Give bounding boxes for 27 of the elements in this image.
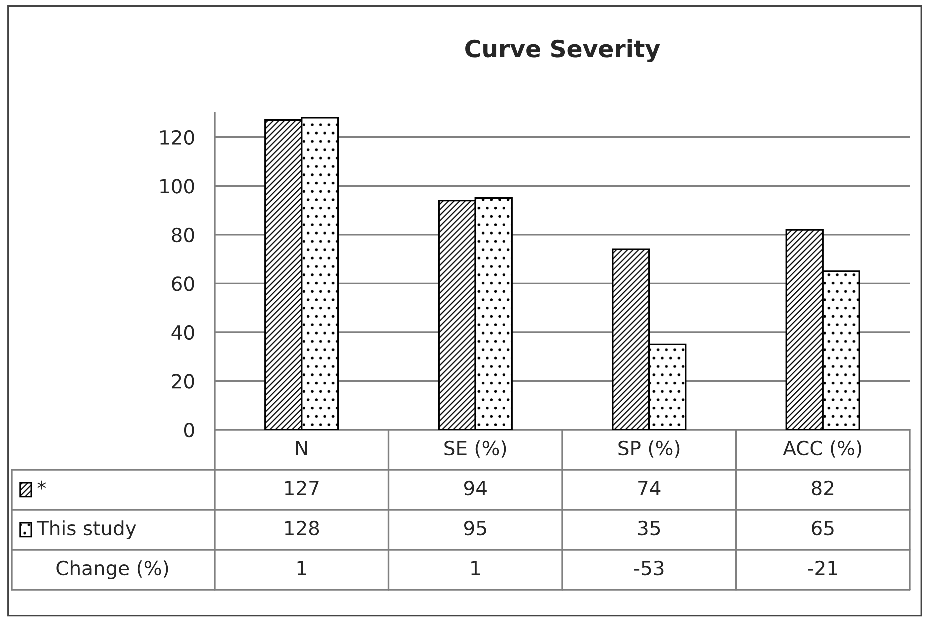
y-tick-label: 60	[172, 276, 194, 292]
data-label: 95	[464, 520, 486, 536]
data-label: 128	[285, 520, 320, 536]
text: 1	[472, 561, 480, 576]
y-tick-label: 20	[172, 374, 194, 389]
text: -21	[808, 560, 838, 576]
data-label: 65	[812, 520, 834, 536]
legend-label: *	[38, 480, 46, 490]
y-tick-label: 40	[172, 325, 194, 340]
data-label: 94	[464, 480, 487, 496]
x-tick-label: N	[296, 441, 308, 456]
data-label: 82	[812, 480, 834, 496]
y-tick-label: 80	[172, 228, 194, 243]
x-tick-label: SP (%)	[618, 440, 680, 458]
x-tick-label: SE (%)	[444, 440, 506, 458]
y-tick-label: 120	[160, 130, 194, 146]
y-tick-label: 100	[160, 179, 194, 194]
data-label: 74	[638, 481, 661, 496]
x-tick-label: ACC (%)	[783, 440, 862, 458]
data-label: 35	[638, 520, 660, 536]
text: Change (%)	[56, 560, 168, 580]
text: 1	[298, 561, 306, 576]
text: -53	[634, 560, 664, 576]
y-tick-label: 0	[184, 422, 194, 438]
data-label: 127	[285, 480, 319, 496]
legend-label: This study	[36, 520, 136, 540]
chart-title: Curve Severity	[466, 40, 660, 63]
